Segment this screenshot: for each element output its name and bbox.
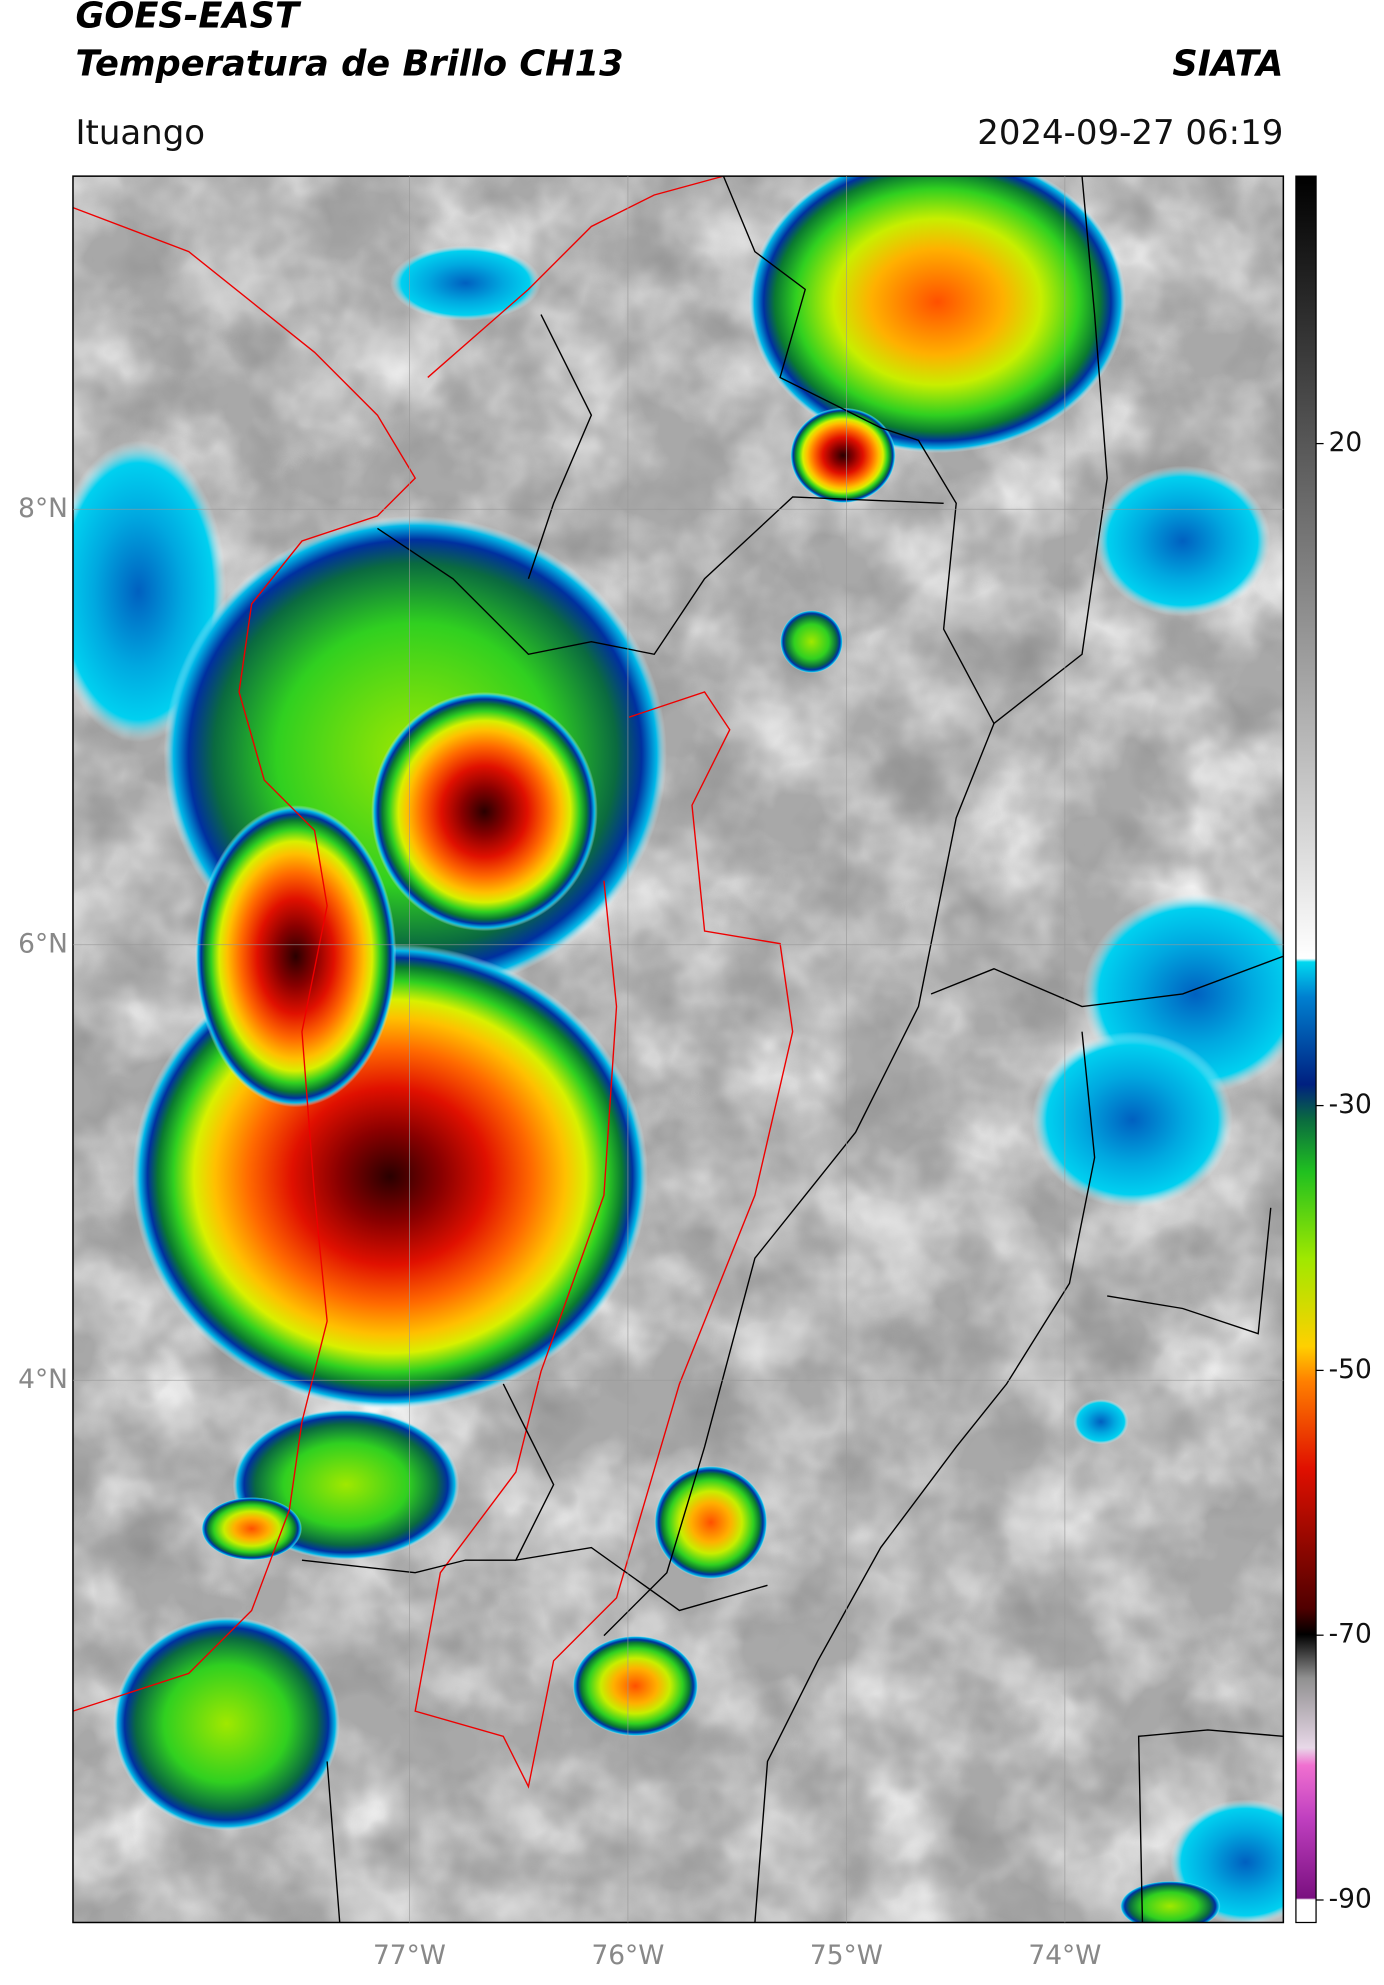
cloud-cell xyxy=(1073,1399,1129,1445)
boundary xyxy=(414,691,794,1789)
colorbar-tick-label: 20 xyxy=(1329,427,1363,458)
cloud-cell xyxy=(1031,1031,1234,1208)
x-tick-label: 76°W xyxy=(591,1940,664,1971)
cloud-cell xyxy=(1119,1880,1221,1923)
boundary xyxy=(1137,1729,1284,1923)
y-tick-label: 8°N xyxy=(18,493,68,524)
y-tick-label: 6°N xyxy=(18,928,68,959)
coastline xyxy=(72,206,417,1712)
map-frame xyxy=(72,175,1285,1924)
storm-cell xyxy=(371,691,598,932)
storm-cell xyxy=(572,1635,699,1737)
cloud-cell xyxy=(113,1616,340,1831)
colorbar-tick-label: -70 xyxy=(1329,1619,1372,1650)
boundary xyxy=(377,496,944,656)
satellite-image xyxy=(72,176,1284,1923)
cloud-cell xyxy=(390,245,542,321)
cold-cloud-tops xyxy=(72,176,1284,1923)
borders xyxy=(72,176,1284,1923)
boundary xyxy=(301,1559,516,1574)
boundary xyxy=(603,723,995,1637)
x-tick-label: 77°W xyxy=(373,1940,446,1971)
boundary xyxy=(527,314,593,579)
boundary xyxy=(1107,1207,1272,1335)
boundary xyxy=(930,955,1284,1008)
title: GOES-EAST xyxy=(75,0,302,37)
colorbar-tick-label: -50 xyxy=(1329,1354,1372,1385)
location: Ituango xyxy=(75,113,205,153)
storm-cell xyxy=(790,407,896,504)
organization: SIATA xyxy=(1172,43,1283,84)
cloud-cell xyxy=(1094,465,1271,617)
coastline xyxy=(427,176,724,378)
boundary xyxy=(754,1031,1096,1923)
storm-cell xyxy=(654,1465,768,1580)
subtitle: Temperatura de Brillo CH13 xyxy=(75,43,623,84)
storm-cell xyxy=(748,176,1127,453)
cloud-cell xyxy=(201,1497,302,1561)
boundary xyxy=(502,1383,768,1612)
storm-cell xyxy=(195,805,397,1108)
colorbar-tick-label: -90 xyxy=(1329,1883,1372,1914)
cloud-cell xyxy=(780,610,843,674)
x-tick-label: 75°W xyxy=(810,1940,883,1971)
colorbar xyxy=(1295,175,1317,1924)
x-tick-label: 74°W xyxy=(1028,1940,1101,1971)
boundary xyxy=(326,1761,341,1923)
colorbar-tick-label: -30 xyxy=(1329,1089,1372,1120)
boundary xyxy=(722,176,1108,725)
y-tick-label: 4°N xyxy=(18,1364,68,1395)
datetime: 2024-09-27 06:19 xyxy=(977,113,1283,153)
